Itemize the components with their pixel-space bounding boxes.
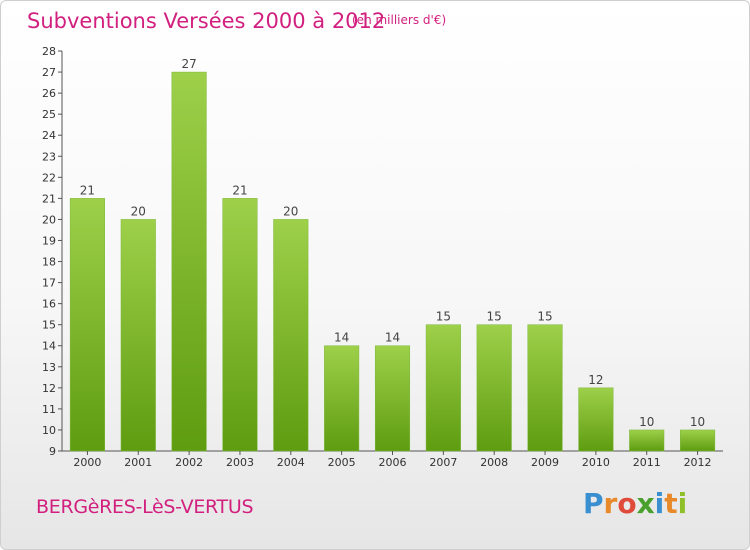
x-tick-label-2004: 2004 <box>277 456 305 469</box>
y-tick-label: 20 <box>42 213 56 226</box>
bar-2005 <box>324 345 360 452</box>
y-tick-label: 23 <box>42 150 56 163</box>
y-tick-label: 19 <box>42 234 56 247</box>
proxiti-logo: Proxiti <box>583 487 687 520</box>
y-tick-label: 18 <box>42 256 56 269</box>
data-label-2006: 14 <box>385 331 400 345</box>
bar-2001 <box>120 219 156 452</box>
x-tick-label-2005: 2005 <box>328 456 356 469</box>
place-name: BERGèRES-LèS-VERTUS <box>36 496 254 518</box>
y-tick-label: 15 <box>42 319 56 332</box>
bar-2000 <box>69 198 105 452</box>
logo-letter: x <box>636 487 655 520</box>
y-tick-label: 12 <box>42 382 56 395</box>
y-tick-label: 27 <box>42 66 56 79</box>
data-label-2009: 15 <box>537 310 552 324</box>
bar-2004 <box>273 219 309 452</box>
y-tick-label: 22 <box>42 171 56 184</box>
bar-2007 <box>425 324 461 452</box>
y-tick-label: 25 <box>42 108 56 121</box>
data-label-2007: 15 <box>436 310 451 324</box>
data-label-2010: 12 <box>588 373 603 387</box>
bar-2009 <box>527 324 563 452</box>
logo-letter: o <box>617 487 637 520</box>
y-tick-label: 13 <box>42 361 56 374</box>
x-tick-label-2003: 2003 <box>226 456 254 469</box>
y-tick-label: 16 <box>42 298 56 311</box>
data-label-2004: 20 <box>283 204 298 218</box>
data-label-2003: 21 <box>232 183 247 197</box>
data-label-2005: 14 <box>334 331 349 345</box>
bar-2006 <box>374 345 411 452</box>
y-tick-label: 11 <box>42 403 56 416</box>
x-tick-label-2002: 2002 <box>175 456 203 469</box>
logo-letter: i <box>654 487 665 520</box>
logo-letter: r <box>603 487 618 520</box>
data-label-2011: 10 <box>639 415 654 429</box>
y-tick-label: 9 <box>49 445 56 458</box>
x-tick-label-2009: 2009 <box>531 456 559 469</box>
logo-letter: i <box>677 487 688 520</box>
x-tick-label-2000: 2000 <box>73 456 101 469</box>
data-label-2012: 10 <box>690 415 705 429</box>
y-tick-label: 17 <box>42 277 56 290</box>
y-tick-label: 24 <box>42 129 56 142</box>
data-label-2001: 20 <box>131 204 146 218</box>
chart-title: Subventions Versées 2000 à 2012 <box>27 9 386 33</box>
x-tick-label-2006: 2006 <box>379 456 407 469</box>
x-tick-label-2010: 2010 <box>582 456 610 469</box>
y-tick-label: 21 <box>42 192 56 205</box>
x-tick-label-2008: 2008 <box>480 456 508 469</box>
data-label-2002: 27 <box>181 57 196 71</box>
x-tick-label-2001: 2001 <box>124 456 152 469</box>
x-tick-label-2012: 2012 <box>684 456 712 469</box>
chart-unit-note: (en milliers d'€) <box>352 13 447 27</box>
y-tick-label: 28 <box>42 45 56 58</box>
data-label-2000: 21 <box>80 183 95 197</box>
bar-2011 <box>629 429 665 452</box>
data-label-2008: 15 <box>487 310 502 324</box>
bar-2003 <box>222 198 258 452</box>
bar-2002 <box>171 71 207 452</box>
y-tick-label: 26 <box>42 87 56 100</box>
y-tick-label: 10 <box>42 424 56 437</box>
x-tick-label-2007: 2007 <box>429 456 457 469</box>
bar-2008 <box>476 324 512 452</box>
logo-letter: P <box>583 487 604 520</box>
bar-2012 <box>680 429 716 452</box>
x-tick-label-2011: 2011 <box>633 456 661 469</box>
logo-letter: t <box>664 487 678 520</box>
y-tick-label: 14 <box>42 340 56 353</box>
bar-2010 <box>578 387 614 452</box>
